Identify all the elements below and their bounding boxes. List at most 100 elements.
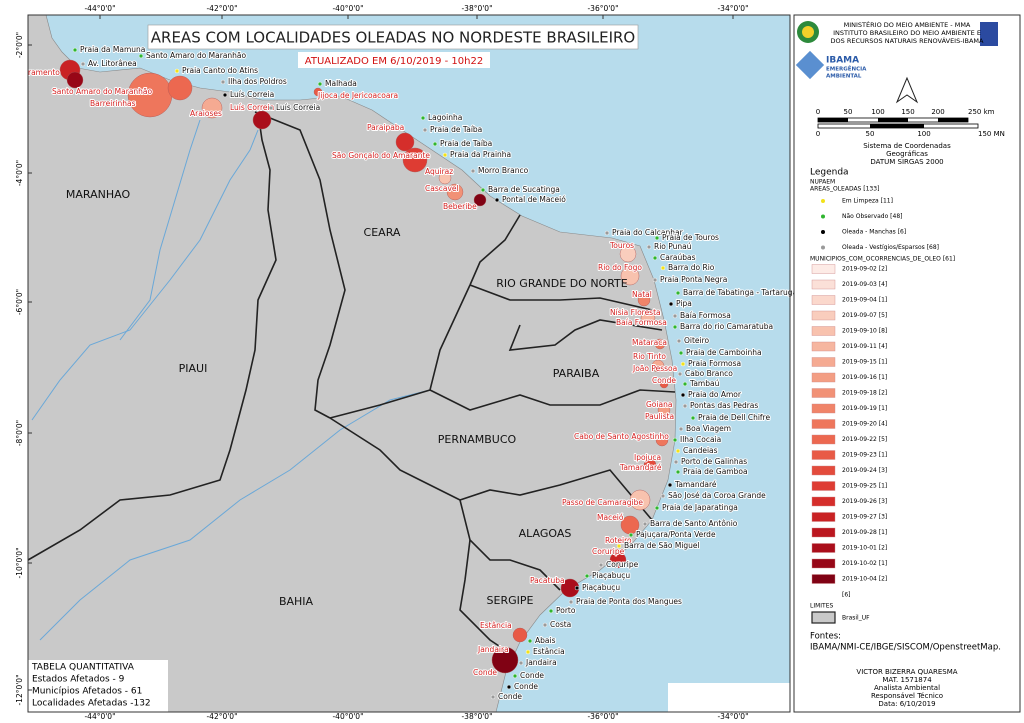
- legend-point: [821, 245, 825, 250]
- scale-label: 250 km: [968, 108, 995, 116]
- locality-point: [672, 437, 678, 443]
- legend-swatch: [811, 450, 836, 460]
- locality-label: Praia de Taíba: [430, 125, 482, 134]
- table-row: Localidades Afetadas -132: [32, 699, 151, 709]
- locality-point: [616, 543, 622, 549]
- locality-label: Estância: [533, 647, 565, 656]
- state-borders: [27, 111, 676, 651]
- border: [459, 539, 506, 651]
- locality-label: Conde: [498, 692, 522, 701]
- legend-swatch: [811, 527, 836, 538]
- locality-label: Barra do Rio: [668, 263, 715, 272]
- locality-label: Luís Correia: [276, 103, 320, 112]
- lon-label: -38°0'0": [461, 4, 492, 13]
- locality-label: São José da Coroa Grande: [668, 491, 766, 500]
- locality-label: Piaçabuçu: [592, 571, 630, 580]
- municipality-label: Baía Formosa: [616, 318, 667, 327]
- municipality-area: [655, 433, 669, 447]
- state-label: ALAGOAS: [519, 527, 572, 540]
- locality-label: Jandaira: [525, 658, 557, 667]
- locality-label: Praia da Mamuna: [80, 45, 145, 54]
- locality-label: Morro Branco: [478, 166, 529, 175]
- locality-point: [480, 187, 486, 193]
- legend-swatch: [811, 611, 836, 624]
- ibama-emblem: [980, 22, 998, 46]
- municipality-area: [395, 132, 415, 152]
- lat-label: -2°0'0": [15, 32, 24, 58]
- locality-label: Praia de Gamboa: [683, 467, 748, 476]
- locality-label: Praia de Ponta dos Mangues: [576, 597, 682, 606]
- legend-swatch: [811, 496, 836, 507]
- municipality-area: [657, 403, 671, 417]
- municipality-area: [201, 97, 223, 119]
- municipality-label: Araioses: [190, 109, 222, 118]
- signature: MAT. 1571874: [882, 676, 932, 684]
- signature: Data: 6/10/2019: [878, 700, 935, 708]
- lon-label: -34°0'0": [717, 4, 748, 13]
- legend-label: Oleada - Vestígios/Esparsos [68]: [842, 244, 939, 251]
- scale-label: 200: [931, 108, 944, 116]
- brazil-emblem: [802, 26, 814, 38]
- locality-label: Luís Correia: [230, 90, 274, 99]
- locality-point: [542, 622, 548, 628]
- state-label: RIO GRANDE DO NORTE: [496, 277, 628, 290]
- title-box: [147, 24, 639, 50]
- municipality-label: Estância: [480, 621, 512, 630]
- locality-label: Praia de Dell Chifre: [698, 413, 770, 422]
- municipality-label: Beberibe: [443, 202, 477, 211]
- locality-point: [677, 371, 683, 377]
- legend-swatch: [811, 279, 836, 290]
- coordinate-system: Geográficas: [886, 150, 928, 158]
- municipality-label: Pacatuba: [530, 576, 565, 585]
- legend-group: NUPAEM: [810, 179, 835, 186]
- lon-label: -36°0'0": [587, 4, 618, 13]
- municipality-label: ramento: [28, 68, 60, 77]
- locality-point: [642, 521, 648, 527]
- legend-swatch: [811, 543, 836, 553]
- border: [469, 284, 653, 311]
- locality-label: Praia da Prainha: [450, 150, 511, 159]
- legend-label: 2019-09-19 [1]: [842, 405, 887, 412]
- municipality-area: [643, 458, 657, 472]
- legend-swatch: [811, 341, 836, 352]
- side-panel: MINISTÉRIO DO MEIO AMBIENTE - MMA INSTIT…: [793, 14, 1021, 713]
- legend-swatch: [811, 512, 836, 522]
- locality-point: [72, 47, 78, 53]
- locality-label: Cabo Branco: [685, 369, 733, 378]
- municipality-label: Aquiraz: [425, 167, 453, 176]
- municipality-label: Conde: [652, 376, 676, 385]
- locality-point: [652, 255, 658, 261]
- lon-label: -34°0'0": [717, 712, 748, 721]
- legend-swatch: [811, 481, 836, 491]
- state-label: CEARA: [364, 226, 401, 239]
- locality-label: Rio Punaú: [654, 242, 692, 251]
- municipality-label: Jijoca de Jericoacoara: [317, 91, 398, 100]
- scale-label: 0: [816, 130, 820, 138]
- legend-label: 2019-09-11 [4]: [842, 343, 887, 350]
- municipality-label: Paraipaba: [367, 123, 404, 132]
- locality-point: [654, 505, 660, 511]
- locality-point: [512, 673, 518, 679]
- locality-label: Praia Formosa: [688, 359, 741, 368]
- signature: Responsável Técnico: [871, 692, 943, 700]
- locality-label: Tambaú: [689, 379, 720, 388]
- municipality-area: [446, 183, 464, 201]
- municipality-label: Goiana: [646, 400, 672, 409]
- municipality-label: Conde: [473, 668, 497, 677]
- municipality-label: Nísia Floresta: [610, 308, 661, 317]
- ibama-logo-icon: [795, 50, 825, 80]
- locality-label: Pajuçara/Ponta Verde: [636, 530, 716, 539]
- locality-label: Coruripe: [606, 560, 639, 569]
- state-label: BAHIA: [279, 595, 314, 608]
- locality-point: [675, 448, 681, 454]
- border: [429, 389, 676, 411]
- border: [459, 499, 561, 591]
- locality-point: [660, 493, 666, 499]
- municipality-area: [167, 75, 193, 101]
- locality-label: Praia de Japaratinga: [662, 503, 738, 512]
- legend-label: 2019-09-02 [2]: [842, 266, 887, 273]
- municipality-label: Cascavel: [425, 184, 459, 193]
- municipality-area: [252, 110, 272, 130]
